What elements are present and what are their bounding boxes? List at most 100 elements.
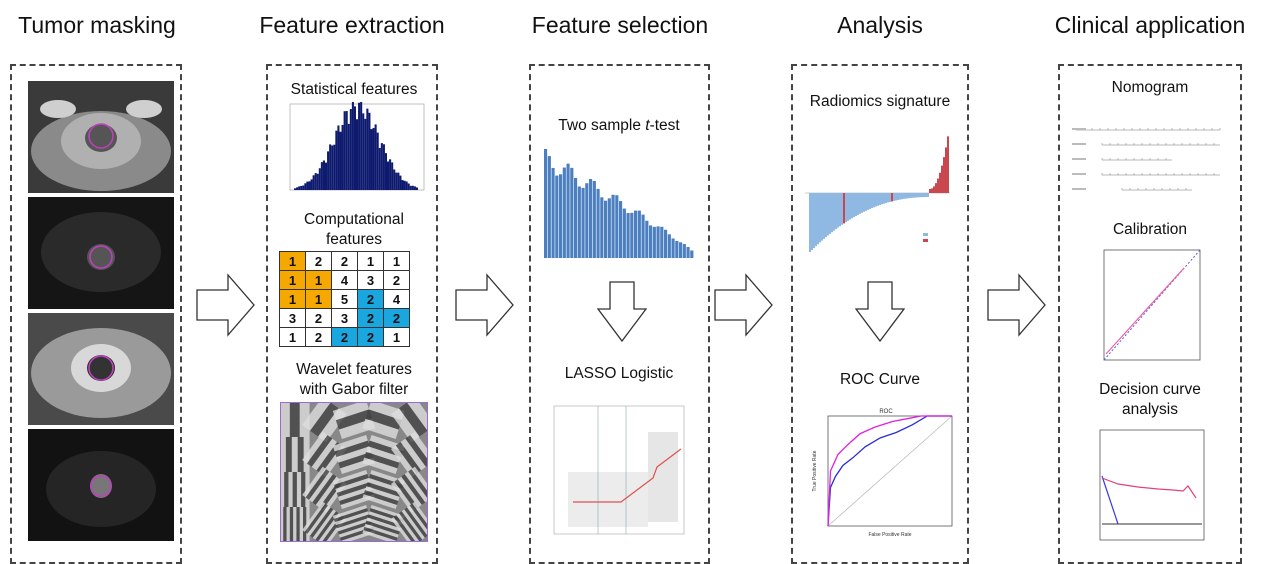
radiomics-bar bbox=[917, 193, 919, 198]
roc-series-magenta bbox=[827, 415, 952, 527]
histogram-bar bbox=[389, 159, 392, 190]
gabor-stripe bbox=[390, 517, 415, 542]
gabor-stripe bbox=[362, 530, 397, 542]
radiomics-bar bbox=[815, 193, 817, 247]
gabor-stripe bbox=[364, 451, 400, 469]
gabor-stripe bbox=[367, 478, 403, 493]
gabor-stripe bbox=[335, 478, 370, 493]
histogram-bar bbox=[366, 108, 369, 190]
gabor-stripe bbox=[280, 472, 285, 507]
gabor-stripe bbox=[305, 469, 330, 500]
histogram-bar bbox=[374, 124, 377, 190]
radiomics-bar bbox=[879, 193, 881, 206]
grid-cell: 2 bbox=[357, 327, 384, 347]
stage-title-tumor-masking: Tumor masking bbox=[18, 12, 176, 38]
nomogram-row-label bbox=[1072, 143, 1086, 145]
radiomics-bar bbox=[863, 193, 865, 212]
radiomics-bar bbox=[919, 193, 921, 198]
grid-cell: 1 bbox=[279, 251, 306, 271]
radiomics-bar bbox=[847, 193, 849, 221]
histogram-bar bbox=[405, 181, 408, 190]
histogram-bar bbox=[372, 127, 375, 190]
gabor-stripe bbox=[310, 402, 339, 437]
histogram-bar bbox=[316, 173, 319, 190]
histogram-bar bbox=[331, 145, 334, 190]
gabor-stripe bbox=[335, 409, 373, 430]
histogram-bar bbox=[376, 132, 379, 190]
histogram-bar bbox=[401, 180, 404, 190]
radiomics-bar bbox=[849, 193, 851, 220]
grid-cell: 1 bbox=[279, 327, 306, 347]
radiomics-bar bbox=[855, 193, 857, 216]
histogram-bar bbox=[378, 147, 381, 190]
histogram-bar bbox=[347, 123, 350, 190]
histogram-bar bbox=[339, 131, 342, 190]
roc-curve-label: ROC Curve bbox=[839, 371, 921, 388]
nomogram-row-label bbox=[1072, 158, 1086, 160]
radiomics-bar bbox=[841, 193, 843, 225]
gabor-filter-cell bbox=[332, 505, 376, 542]
grid-cell: 3 bbox=[357, 270, 384, 290]
gabor-stripe bbox=[367, 514, 402, 529]
grid-cell: 2 bbox=[357, 289, 384, 309]
histogram-bar bbox=[296, 187, 299, 190]
histogram-bar bbox=[356, 119, 359, 190]
radiomics-bar bbox=[887, 193, 889, 203]
radiomics-bar bbox=[933, 186, 935, 193]
ttest-bar bbox=[592, 180, 596, 258]
radiomics-bar bbox=[885, 193, 887, 204]
ttest-bar bbox=[637, 210, 641, 258]
radiomics-bar bbox=[839, 193, 841, 227]
gabor-stripe bbox=[393, 515, 417, 542]
radiomics-bar bbox=[903, 193, 905, 199]
nomogram-row-label bbox=[1072, 128, 1086, 130]
gabor-filter-cell bbox=[280, 402, 310, 437]
histogram-bar bbox=[302, 185, 305, 190]
ttest-bar bbox=[551, 167, 555, 258]
gabor-filter-cell bbox=[390, 501, 428, 542]
gabor-stripe bbox=[336, 446, 372, 463]
radiomics-bar bbox=[935, 183, 937, 193]
grid-cell: 3 bbox=[279, 308, 306, 328]
gabor-stripe bbox=[332, 505, 368, 519]
ttest-bar bbox=[547, 156, 551, 258]
gabor-stripe bbox=[406, 505, 428, 536]
stage-title-clinical-application: Clinical application bbox=[1054, 12, 1246, 38]
radiomics-bar bbox=[883, 193, 885, 204]
gabor-filter-cell bbox=[302, 466, 347, 513]
nomogram-row-label bbox=[1072, 188, 1086, 190]
histogram-bar bbox=[395, 172, 398, 190]
radiomics-bar bbox=[897, 193, 899, 201]
gabor-stripe bbox=[291, 437, 298, 472]
gabor-stripe bbox=[280, 402, 290, 437]
dca-all-line bbox=[1101, 475, 1119, 525]
radiomics-bar bbox=[829, 193, 831, 234]
ttest-bar-chart bbox=[544, 149, 694, 258]
radiomics-signature-label: Radiomics signature bbox=[809, 93, 951, 110]
decision-curve-plot bbox=[1099, 429, 1205, 541]
gabor-stripe bbox=[362, 457, 398, 474]
grid-cell: 4 bbox=[331, 270, 358, 290]
radiomics-bar bbox=[899, 193, 901, 200]
gabor-stripe bbox=[404, 471, 428, 503]
gabor-filter-cell bbox=[390, 431, 428, 478]
histogram-bar bbox=[322, 160, 325, 190]
gabor-stripe bbox=[400, 438, 426, 471]
grid-cell: 5 bbox=[331, 289, 358, 309]
down-arrow-icon bbox=[597, 281, 647, 343]
radiomics-bar bbox=[865, 193, 867, 211]
gabor-stripe bbox=[365, 409, 402, 430]
ttest-bar bbox=[600, 197, 604, 258]
radiomics-legend-swatch bbox=[923, 233, 928, 236]
radiomics-bar bbox=[827, 193, 829, 236]
gabor-filter-cell bbox=[280, 507, 310, 542]
radiomics-bar bbox=[913, 193, 915, 198]
grid-cell: 2 bbox=[331, 327, 358, 347]
radiomics-bar bbox=[943, 157, 945, 193]
ttest-bar bbox=[611, 194, 615, 258]
histogram-bar bbox=[358, 102, 361, 190]
radiomics-bar bbox=[881, 193, 883, 205]
histogram-bar bbox=[403, 180, 406, 190]
